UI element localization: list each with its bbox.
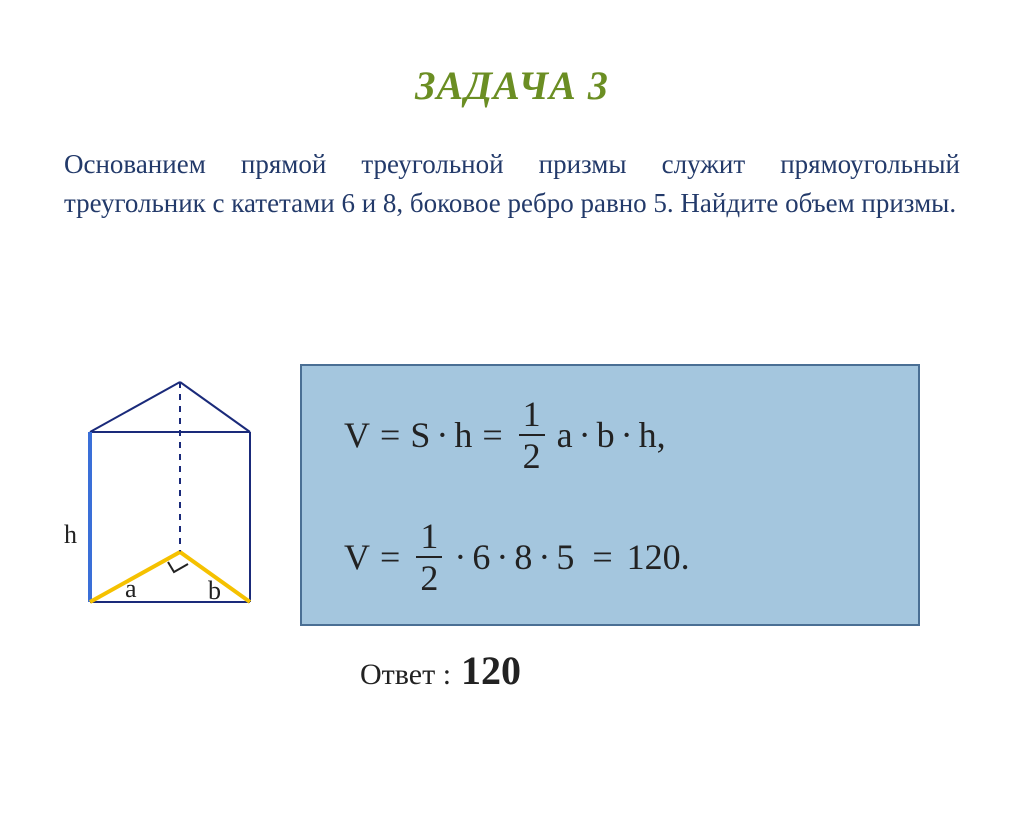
- slide-title: ЗАДАЧА 3: [0, 62, 1024, 109]
- result-value: 120: [627, 536, 681, 578]
- answer-label: Ответ :: [360, 658, 451, 691]
- sym-dot: ·: [621, 414, 633, 456]
- sym-dot: ·: [538, 536, 550, 578]
- problem-text: Основанием прямой треугольной призмы слу…: [64, 145, 960, 223]
- sym-dot: ·: [436, 414, 448, 456]
- sym-S: S: [410, 414, 430, 456]
- formula-line-1: V = S · h = 1 2 a · b · h ,: [344, 396, 890, 474]
- sym-V: V: [344, 414, 370, 456]
- label-a: a: [125, 574, 137, 604]
- val-8: 8: [514, 536, 532, 578]
- sym-eq: =: [380, 414, 400, 456]
- answer-value: 120: [461, 648, 521, 693]
- sym-dot: ·: [454, 536, 466, 578]
- sym-dot: ·: [579, 414, 591, 456]
- answer-line: Ответ : 120: [360, 647, 521, 694]
- sym-b: b: [597, 414, 615, 456]
- sym-dot: ·: [496, 536, 508, 578]
- sym-comma: ,: [657, 414, 666, 456]
- frac-den: 2: [519, 434, 545, 474]
- sym-period: .: [681, 536, 690, 578]
- sym-h: h: [639, 414, 657, 456]
- sym-eq: =: [380, 536, 400, 578]
- prism-svg: [70, 372, 270, 632]
- sym-eq: =: [482, 414, 502, 456]
- sym-a: a: [557, 414, 573, 456]
- formula-box: V = S · h = 1 2 a · b · h , V = 1 2 · 6 …: [300, 364, 920, 626]
- formula-line-2: V = 1 2 · 6 · 8 · 5 = 120 .: [344, 518, 890, 596]
- sym-h: h: [454, 414, 472, 456]
- val-5: 5: [556, 536, 574, 578]
- val-6: 6: [472, 536, 490, 578]
- frac-num: 1: [519, 396, 545, 434]
- fraction-half: 1 2: [519, 396, 545, 474]
- label-h: h: [64, 520, 77, 550]
- frac-num: 1: [416, 518, 442, 556]
- prism-diagram: h a b: [70, 372, 270, 637]
- label-b: b: [208, 576, 221, 606]
- sym-eq: =: [592, 536, 612, 578]
- fraction-half: 1 2: [416, 518, 442, 596]
- sym-V: V: [344, 536, 370, 578]
- frac-den: 2: [416, 556, 442, 596]
